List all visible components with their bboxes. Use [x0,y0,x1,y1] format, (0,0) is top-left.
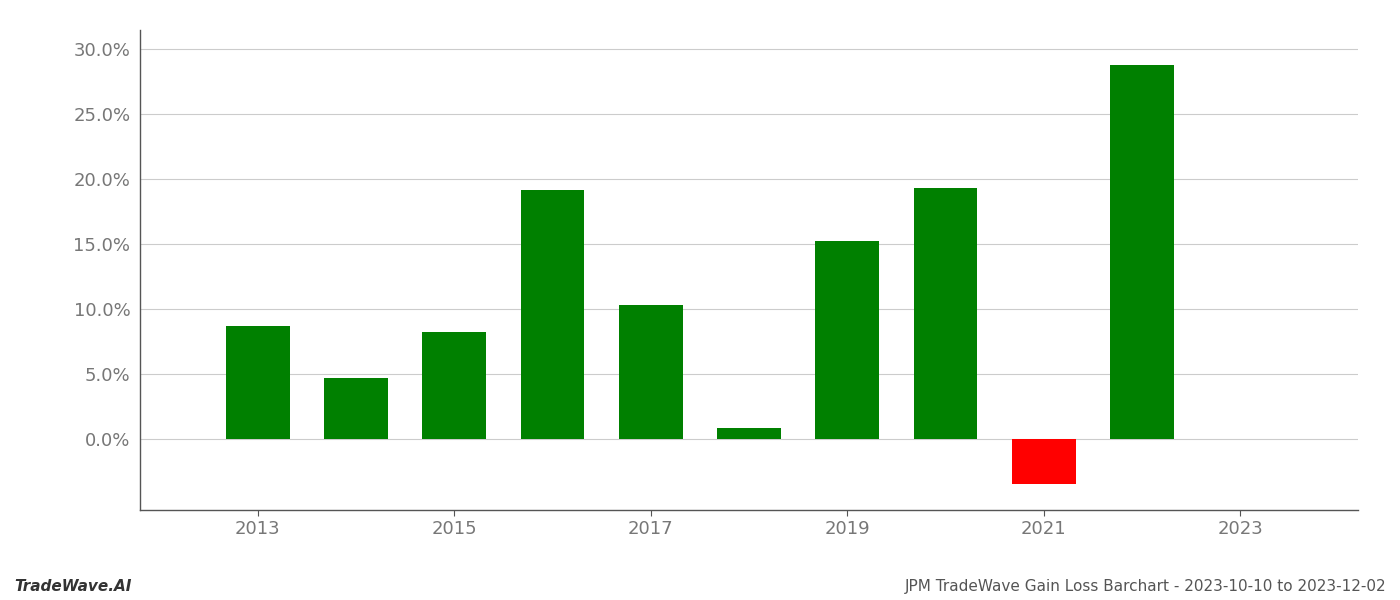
Bar [717,428,781,439]
Text: JPM TradeWave Gain Loss Barchart - 2023-10-10 to 2023-12-02: JPM TradeWave Gain Loss Barchart - 2023-… [904,579,1386,594]
Text: TradeWave.AI: TradeWave.AI [14,579,132,594]
Bar [325,377,388,439]
Bar [1012,439,1075,484]
Bar [1110,65,1173,439]
Bar [423,332,486,439]
Bar [914,188,977,439]
Bar [521,190,584,439]
Bar [815,241,879,439]
Bar [225,326,290,439]
Bar [619,305,683,439]
